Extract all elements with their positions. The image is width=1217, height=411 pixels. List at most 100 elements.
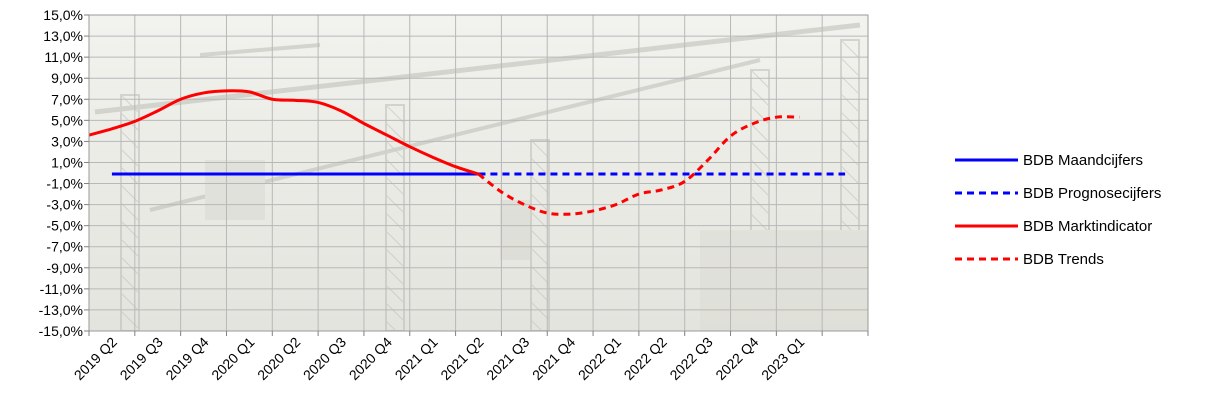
plot-background xyxy=(89,15,868,331)
series-lines xyxy=(89,89,846,216)
y-tick-label: -1,0% xyxy=(46,176,83,192)
crane-brace xyxy=(530,283,550,303)
crane-brace xyxy=(750,105,770,125)
crane-brace xyxy=(840,93,860,113)
crane-jib xyxy=(199,43,321,57)
crane-brace xyxy=(530,211,550,231)
crane-brace xyxy=(530,247,550,267)
crane-brace xyxy=(840,183,860,203)
y-tick-label: 13,0% xyxy=(43,28,83,44)
crane-brace xyxy=(385,302,405,322)
legend: BDB Maandcijfers BDB Prognosecijfers BDB M… xyxy=(955,152,1161,268)
crane-brace xyxy=(530,175,550,195)
crane-brace xyxy=(120,328,124,331)
crane-brace xyxy=(385,266,405,286)
crane-brace xyxy=(530,193,550,213)
crane-brace xyxy=(120,130,140,150)
crane-tower xyxy=(750,69,770,331)
crane-brace xyxy=(120,256,140,276)
crane-brace xyxy=(750,177,770,197)
x-tick-label: 2021 Q1 xyxy=(391,334,440,383)
x-tick-label: 2020 Q3 xyxy=(300,334,349,383)
series-marktindicator xyxy=(89,89,479,176)
crane-brace xyxy=(530,157,550,177)
x-tick-label: 2022 Q2 xyxy=(621,334,670,383)
x-tick-label: 2021 Q3 xyxy=(483,334,532,383)
x-tick-label: 2019 Q2 xyxy=(71,334,120,383)
legend-label: BDB Marktindicator xyxy=(1023,218,1152,235)
x-tick-label: 2019 Q3 xyxy=(117,334,166,383)
crane-brace xyxy=(840,129,860,149)
crane-brace xyxy=(120,148,140,168)
crane-brace xyxy=(840,147,860,167)
building-block xyxy=(700,230,868,331)
crane-brace xyxy=(840,111,860,131)
crane-brace xyxy=(120,238,140,258)
crane-brace xyxy=(120,274,140,294)
crane-brace xyxy=(750,123,770,143)
crane-brace xyxy=(750,213,770,233)
crane-tower xyxy=(120,94,140,331)
legend-label: BDB Prognosecijfers xyxy=(1023,185,1161,202)
x-tick-label: 2021 Q2 xyxy=(437,334,486,383)
crane-brace xyxy=(385,230,405,250)
crane-brace xyxy=(750,159,770,179)
x-tick-label: 2020 Q2 xyxy=(254,334,303,383)
legend-label: BDB Maandcijfers xyxy=(1023,152,1143,169)
crane-brace xyxy=(385,284,405,304)
crane-brace xyxy=(385,194,405,214)
crane-brace xyxy=(750,69,770,89)
crane-brace xyxy=(530,139,550,159)
crane-brace xyxy=(385,176,405,196)
y-tick-label: 5,0% xyxy=(51,112,83,128)
y-tick-label: 3,0% xyxy=(51,133,83,149)
y-tick-label: 11,0% xyxy=(44,49,83,65)
crane-brace xyxy=(385,212,405,232)
y-tick-label: 1,0% xyxy=(51,154,83,170)
crane-brace xyxy=(530,265,550,285)
crane-brace xyxy=(120,184,140,204)
y-tick-label: -5,0% xyxy=(46,218,83,234)
crane-brace xyxy=(840,57,860,77)
legend-label: BDB Trends xyxy=(1023,251,1104,268)
crane-brace xyxy=(530,319,543,331)
crane-brace xyxy=(840,75,860,95)
crane-brace xyxy=(750,87,770,107)
y-tick-label: -3,0% xyxy=(46,197,83,213)
crane-brace xyxy=(385,122,405,142)
x-tick-label: 2022 Q1 xyxy=(575,334,624,383)
crane-cabin xyxy=(500,200,530,260)
x-tick-label: 2020 Q4 xyxy=(346,334,395,383)
y-tick-label: -15,0% xyxy=(39,323,83,339)
y-tick-label: 7,0% xyxy=(51,91,83,107)
y-tick-label: 15,0% xyxy=(43,7,83,23)
y-tick-label: -11,0% xyxy=(40,281,83,297)
crane-tower xyxy=(385,104,405,331)
crane-jib xyxy=(94,22,861,115)
series-group xyxy=(89,89,846,216)
crane-brace xyxy=(120,310,140,330)
crane-brace xyxy=(120,292,140,312)
x-tick-label: 2019 Q4 xyxy=(162,334,211,383)
x-tick-label: 2020 Q1 xyxy=(208,334,257,383)
y-tick-label: 9,0% xyxy=(51,70,83,86)
crane-brace xyxy=(120,166,140,186)
y-tick-label: -13,0% xyxy=(39,302,83,318)
plot-border xyxy=(88,14,869,332)
y-tick-label: -9,0% xyxy=(46,260,83,276)
crane-tower xyxy=(530,139,550,331)
crane-tower xyxy=(840,39,860,331)
crane-brace xyxy=(120,202,140,222)
crane-brace xyxy=(385,320,397,331)
x-tick-label: 2022 Q4 xyxy=(712,334,761,383)
series-trends xyxy=(477,115,800,216)
crane-brace xyxy=(840,39,860,59)
crane-brace xyxy=(120,220,140,240)
crane-brace xyxy=(530,301,550,321)
crane-brace xyxy=(530,229,550,249)
crane-brace xyxy=(120,94,140,114)
crane-brace xyxy=(750,141,770,161)
crane-brace xyxy=(385,248,405,268)
